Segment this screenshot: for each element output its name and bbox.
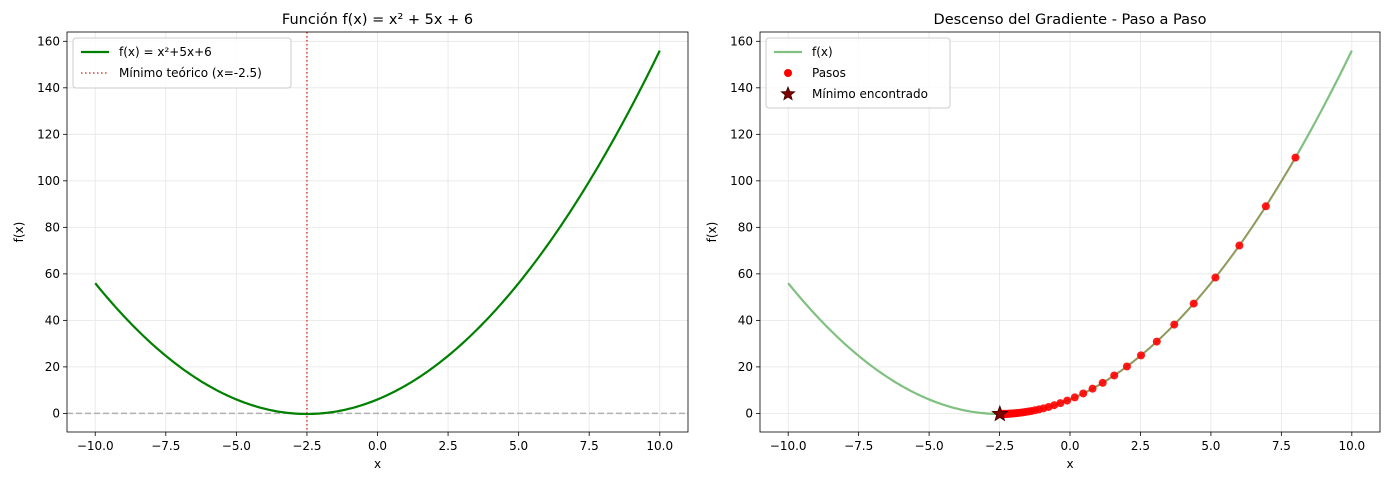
x-tick-label: 2.5	[1131, 439, 1150, 453]
step-point	[1152, 337, 1161, 346]
step-point	[1291, 153, 1300, 162]
x-tick-label: −10.0	[77, 439, 114, 453]
x-tick-label: 5.0	[1201, 439, 1220, 453]
y-tick-label: 20	[738, 360, 753, 374]
step-point	[1056, 399, 1065, 408]
x-tick-label: 10.0	[1338, 439, 1365, 453]
x-axis-label: x	[1066, 457, 1073, 471]
y-tick-label: 80	[45, 220, 60, 234]
y-tick-label: 160	[730, 34, 753, 48]
y-tick-label: 120	[730, 127, 753, 141]
grid	[67, 32, 688, 432]
y-tick-label: 60	[738, 267, 753, 281]
function-curve	[94, 50, 661, 416]
x-tick-label: 2.5	[439, 439, 458, 453]
x-tick-label: −5.0	[222, 439, 251, 453]
legend: f(x) Pasos Mínimo encontrado	[765, 37, 951, 109]
x-tick-label: −2.5	[292, 439, 321, 453]
x-tick-label: −7.5	[844, 439, 873, 453]
step-point	[1088, 384, 1097, 393]
x-tick-label: 7.5	[580, 439, 599, 453]
y-tick-label: 80	[738, 220, 753, 234]
y-axis-label: f(x)	[12, 222, 26, 243]
x-ticks: −10.0 −7.5 −5.0 −2.5 0.0 2.5 5.0 7.5 10.0	[770, 432, 1365, 453]
step-point	[1211, 273, 1220, 282]
legend-marker-steps	[784, 69, 792, 77]
y-tick-label: 40	[738, 313, 753, 327]
x-axis-label: x	[374, 457, 381, 471]
step-point	[1170, 320, 1179, 329]
y-tick-label: 140	[730, 81, 753, 95]
y-ticks: 0 20 40 60 80 100 120 140 160	[37, 34, 67, 420]
x-tick-label: −10.0	[770, 439, 807, 453]
step-point	[1110, 371, 1119, 380]
legend-label-min: Mínimo teórico (x=-2.5)	[119, 66, 262, 80]
step-point	[1063, 396, 1072, 405]
step-point	[1070, 393, 1079, 402]
step-point	[1098, 378, 1107, 387]
y-axis-label: f(x)	[705, 222, 719, 243]
legend-label-curve: f(x) = x²+5x+6	[119, 45, 212, 59]
plot-area	[787, 50, 1353, 422]
y-tick-label: 0	[52, 406, 60, 420]
y-tick-label: 0	[745, 406, 753, 420]
step-point	[1261, 202, 1270, 211]
chart-function: −10.0 −7.5 −5.0 −2.5 0.0 2.5 5.0 7.5 10.0 0 20 40 6…	[12, 12, 689, 471]
y-tick-label: 100	[730, 174, 753, 188]
y-tick-label: 100	[37, 174, 60, 188]
plot-area	[67, 32, 688, 432]
y-tick-label: 40	[45, 313, 60, 327]
chart-title: Descenso del Gradiente - Paso a Paso	[934, 12, 1207, 28]
step-point	[1235, 241, 1244, 250]
x-tick-label: 0.0	[1060, 439, 1079, 453]
legend-label-star: Mínimo encontrado	[812, 87, 928, 101]
minimum-found-star	[991, 404, 1009, 422]
x-tick-label: 10.0	[646, 439, 673, 453]
y-tick-label: 20	[45, 360, 60, 374]
steps-path	[1000, 157, 1296, 415]
chart-gradient-descent: −10.0 −7.5 −5.0 −2.5 0.0 2.5 5.0 7.5 10.0 0 20 40 6…	[705, 12, 1381, 471]
x-tick-label: −5.0	[915, 439, 944, 453]
x-ticks: −10.0 −7.5 −5.0 −2.5 0.0 2.5 5.0 7.5 10.0	[77, 432, 673, 453]
x-tick-label: 7.5	[1272, 439, 1291, 453]
y-tick-label: 60	[45, 267, 60, 281]
y-ticks: 0 20 40 60 80 100 120 140 160	[730, 34, 760, 420]
x-tick-label: 5.0	[509, 439, 528, 453]
legend-marker-star	[780, 85, 796, 101]
legend-box	[72, 37, 292, 89]
y-tick-label: 160	[37, 34, 60, 48]
step-point	[1079, 389, 1088, 398]
step-point	[1189, 299, 1198, 308]
legend-label-steps: Pasos	[812, 66, 846, 80]
y-tick-label: 120	[37, 127, 60, 141]
legend: f(x) = x²+5x+6 Mínimo teórico (x=-2.5)	[72, 37, 292, 89]
step-point	[1122, 362, 1131, 371]
legend-label-fx: f(x)	[812, 45, 833, 59]
x-tick-label: 0.0	[368, 439, 387, 453]
chart-title: Función f(x) = x² + 5x + 6	[282, 12, 473, 28]
x-tick-label: −7.5	[151, 439, 180, 453]
x-tick-label: −2.5	[985, 439, 1014, 453]
step-point	[1137, 351, 1146, 360]
legend-box	[765, 37, 951, 109]
y-tick-label: 140	[37, 81, 60, 95]
